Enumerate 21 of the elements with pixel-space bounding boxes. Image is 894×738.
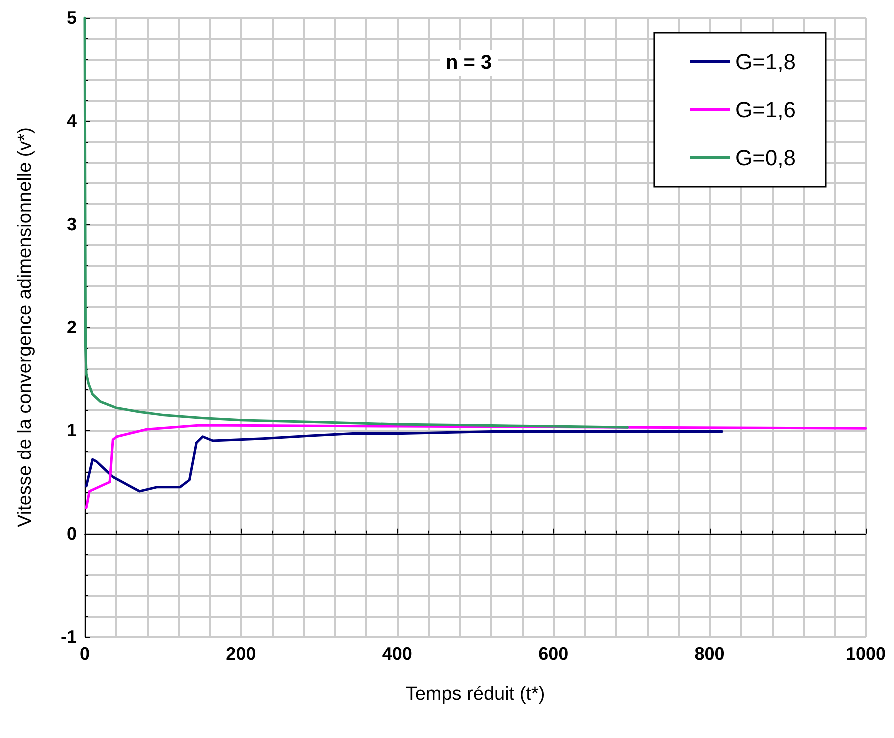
x-tick-label: 800 — [694, 644, 725, 664]
legend-label: G=0,8 — [735, 146, 796, 170]
line-series — [85, 430, 724, 493]
legend-label: G=1,6 — [735, 98, 796, 122]
y-tick-label: 5 — [66, 8, 77, 28]
annotation: n = 3 — [446, 52, 492, 74]
x-tick-label: 400 — [382, 644, 412, 664]
line-series — [84, 16, 630, 429]
y-tick-label: 0 — [66, 524, 77, 544]
x-tick-label: 200 — [226, 644, 256, 664]
y-tick-label: 1 — [66, 420, 77, 441]
y-tick-label: 2 — [66, 318, 77, 338]
x-axis-title: Temps réduit (t*) — [406, 684, 546, 705]
legend-label: G=1,8 — [735, 50, 796, 74]
y-tick-label: -1 — [60, 627, 77, 647]
x-tick-label: 0 — [80, 644, 90, 664]
x-tick-label: 600 — [538, 644, 569, 664]
x-tick-label: 1000 — [846, 644, 886, 664]
y-tick-label: 4 — [66, 111, 77, 132]
y-tick-label: 3 — [66, 214, 77, 234]
y-axis-title: Vitesse de la convergence adimensionnelle (v*) — [15, 128, 36, 528]
